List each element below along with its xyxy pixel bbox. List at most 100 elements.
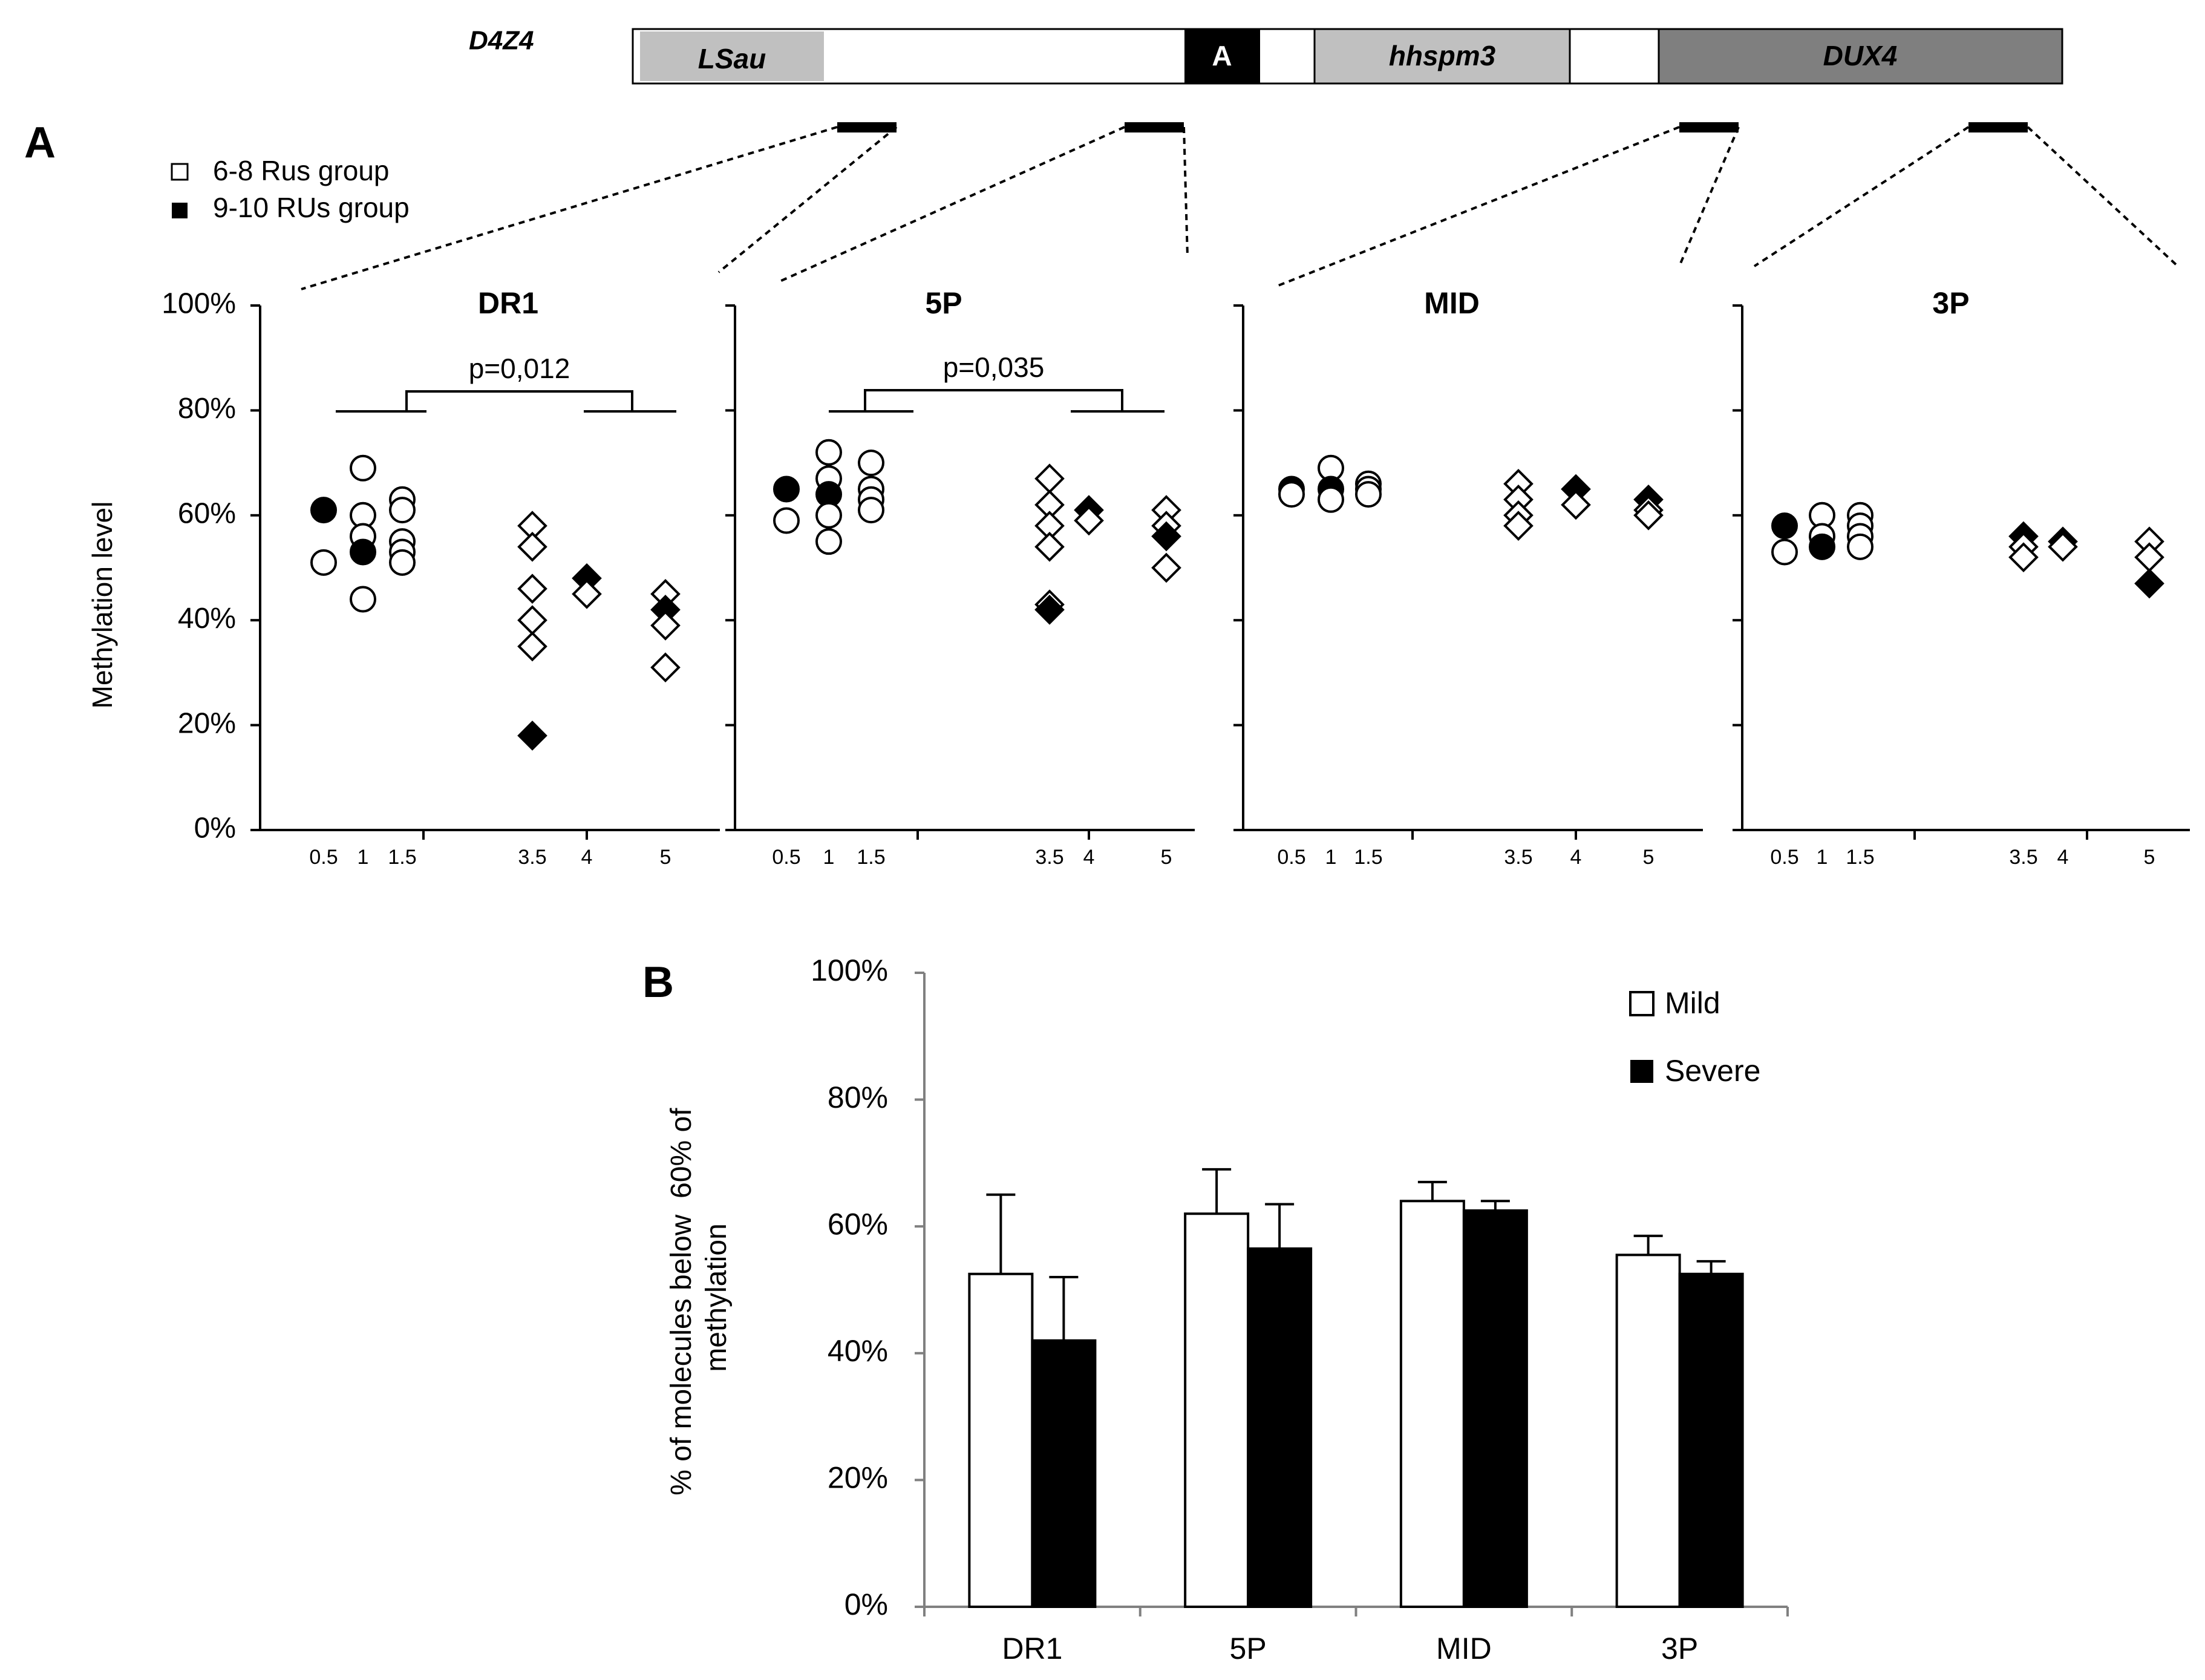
region-bar-dr1 — [837, 122, 897, 132]
data-point — [650, 610, 681, 641]
scatter-panel-3p: 0.5 1 1.5 3.5 4 5 3P — [1733, 286, 2190, 869]
subplot-title: 5P — [925, 286, 962, 320]
data-point — [2134, 568, 2164, 599]
data-point — [1633, 500, 1664, 531]
data-point — [858, 497, 884, 524]
data-point — [517, 605, 547, 636]
bar-severe — [1247, 1247, 1313, 1608]
bar-y-tick-label: 20% — [828, 1461, 888, 1495]
data-point — [389, 497, 416, 524]
x-tick-label: 0.5 — [772, 846, 800, 869]
bracket-top — [405, 390, 633, 411]
zoom-line — [778, 126, 1125, 283]
bar-mild — [1615, 1253, 1681, 1609]
x-tick-label: 1 — [358, 846, 369, 869]
x-tick-label: 1.5 — [857, 846, 885, 869]
panel-b-ylabel-line2: methylation — [701, 1223, 733, 1371]
x-tick-label: 4 — [581, 846, 593, 869]
data-point — [1034, 463, 1065, 494]
scatter-panel-5p: 0.5 1 1.5 3.5 4 5 5P p=0,035 — [725, 286, 1195, 869]
bar-mild — [1399, 1200, 1465, 1608]
segment-hhspm3-label: hhspm3 — [1389, 40, 1496, 71]
bar-chart: % of molecules below 60% of methylation … — [665, 953, 1789, 1665]
panel-a-ylabel: Methylation level — [87, 502, 118, 709]
legend-mild-swatch — [1629, 991, 1655, 1016]
segment-hhspm3 — [1313, 28, 1571, 85]
x-tick-label: 5 — [1161, 846, 1172, 869]
region-bar-mid — [1679, 122, 1739, 132]
data-point — [1503, 511, 1534, 541]
data-point — [1771, 538, 1798, 566]
data-point — [1561, 489, 1591, 520]
subplot-title: DR1 — [478, 286, 538, 320]
x-tick-label: 1.5 — [1354, 846, 1382, 869]
subplot-title: 3P — [1932, 286, 1969, 320]
bar-y-tick-label: 80% — [828, 1080, 888, 1114]
y-tick-label: 20% — [178, 707, 236, 739]
data-point — [1151, 521, 1181, 552]
data-point — [1318, 486, 1344, 513]
x-tick-label: 4 — [2057, 846, 2069, 869]
gene-map: D4Z4 LSau A hhspm3 DUX4 — [301, 26, 2179, 290]
bar-severe — [1031, 1339, 1097, 1609]
x-tick-label: 3.5 — [1035, 846, 1063, 869]
bar-category-label: 5P — [1230, 1632, 1267, 1665]
data-point — [650, 652, 681, 683]
segment-lsau-label: LSau — [698, 43, 766, 74]
legend-filled-label: 9-10 RUs group — [213, 192, 410, 223]
data-point — [1034, 531, 1065, 562]
data-point — [1809, 533, 1835, 560]
zoom-line — [1753, 126, 1970, 267]
bar-category-label: 3P — [1661, 1632, 1698, 1665]
data-point — [517, 574, 547, 604]
x-tick-label: 4 — [1083, 846, 1095, 869]
data-point — [310, 549, 337, 576]
bar-y-tick-label: 100% — [811, 953, 888, 987]
panel-b-ylabel: % of molecules below 60% of methylation — [665, 1100, 733, 1495]
x-tick-label: 5 — [1643, 846, 1655, 869]
gene-map-title: D4Z4 — [469, 26, 534, 56]
x-tick-label: 5 — [2144, 846, 2155, 869]
scatter-panel-mid: 0.5 1 1.5 3.5 4 5 MID — [1233, 286, 1703, 869]
data-point — [773, 507, 800, 534]
panel-label-b: B — [642, 958, 674, 1007]
zoom-line — [1183, 126, 1189, 257]
y-tick-label: 60% — [178, 497, 236, 529]
bracket-top — [864, 389, 1123, 411]
y-tick-label: 40% — [178, 603, 236, 635]
data-point — [517, 721, 547, 751]
data-point — [517, 531, 547, 562]
data-point — [1847, 533, 1873, 560]
y-tick-label: 100% — [162, 288, 236, 320]
p-value: p=0,012 — [469, 353, 570, 384]
zoom-line — [1678, 126, 1740, 267]
data-point — [815, 439, 842, 466]
data-point — [1034, 595, 1065, 625]
legend-open-label: 6-8 Rus group — [213, 155, 390, 186]
segment-a-label: A — [1212, 40, 1232, 71]
region-bar-3p — [1968, 122, 2028, 132]
data-point — [2048, 531, 2078, 562]
x-tick-label: 1.5 — [1846, 846, 1874, 869]
bar-y-tick-label: 40% — [828, 1334, 888, 1368]
x-tick-label: 4 — [1570, 846, 1582, 869]
bar-severe — [1678, 1272, 1744, 1609]
legend-open-swatch — [171, 163, 189, 181]
zoom-line — [1275, 126, 1680, 288]
bar-severe — [1462, 1209, 1528, 1608]
x-tick-label: 0.5 — [1770, 846, 1798, 869]
segment-dux4-label: DUX4 — [1823, 40, 1898, 71]
segment-a — [1184, 29, 1260, 83]
p-value: p=0,035 — [943, 351, 1045, 383]
data-point — [350, 586, 376, 613]
data-point — [2134, 542, 2164, 572]
data-point — [1074, 505, 1104, 536]
data-point — [517, 631, 547, 662]
y-tick-label: 0% — [194, 812, 236, 845]
x-tick-label: 3.5 — [2009, 846, 2037, 869]
data-point — [350, 454, 376, 482]
zoom-line — [2027, 126, 2179, 267]
data-point — [1355, 481, 1382, 508]
data-point — [773, 476, 800, 503]
